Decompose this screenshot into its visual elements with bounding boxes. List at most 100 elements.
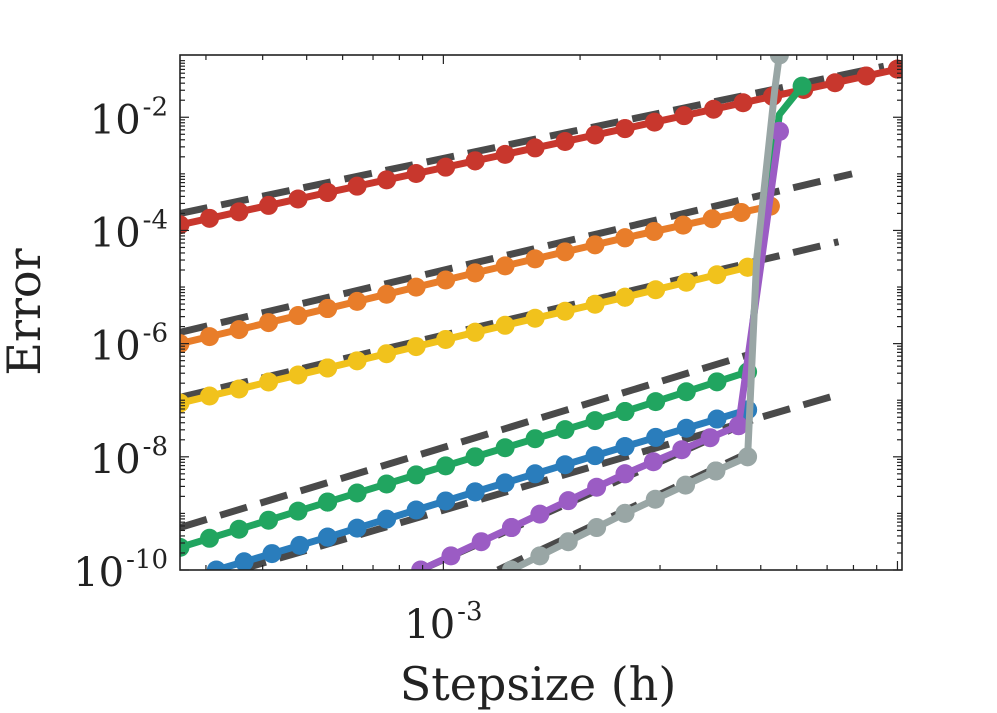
series-line-purple	[419, 130, 783, 570]
data-point-purple	[530, 504, 550, 524]
data-point-red	[825, 73, 845, 93]
data-point-red	[377, 170, 397, 190]
y-axis-label: Error	[0, 248, 51, 375]
data-point-blue	[615, 437, 635, 457]
series-red	[180, 59, 902, 235]
data-point-red	[318, 183, 338, 203]
data-point-purple	[700, 428, 720, 448]
data-point-gray	[615, 503, 635, 523]
data-point-orange	[702, 209, 722, 229]
data-point-yellow	[259, 372, 279, 392]
data-point-gray	[645, 489, 665, 509]
data-point-green	[525, 429, 545, 449]
y-tick-label-base: 10	[90, 324, 141, 370]
x-axis-label: Stepsize (h)	[400, 657, 677, 711]
data-point-blue	[646, 427, 666, 447]
data-point-blue	[377, 509, 397, 529]
y-tick-label-base: 10	[90, 97, 141, 143]
data-point-yellow	[646, 280, 666, 300]
data-point-green	[465, 447, 485, 467]
data-point-orange	[347, 291, 367, 311]
data-point-blue	[465, 482, 485, 502]
data-point-yellow	[406, 337, 426, 357]
data-point-green	[646, 392, 666, 412]
data-point-yellow	[436, 329, 456, 349]
data-point-blue	[436, 491, 456, 511]
data-point-red	[887, 59, 902, 79]
data-point-purple	[411, 560, 431, 570]
x-minor-ticks	[205, 55, 899, 570]
data-point-green	[288, 501, 308, 521]
data-point-orange	[495, 256, 515, 276]
data-point-yellow	[738, 257, 758, 277]
data-point-red	[259, 195, 279, 215]
data-point-purple	[441, 546, 461, 566]
data-point-red	[555, 131, 575, 151]
data-point-green	[555, 420, 575, 440]
y-tick-label-exponent: -10	[126, 545, 168, 575]
data-point-gray	[676, 475, 696, 495]
data-point-green	[377, 474, 397, 494]
y-tick-label: 10-2	[90, 92, 168, 143]
data-point-orange	[585, 235, 605, 255]
data-point-red	[674, 106, 694, 126]
data-point-orange	[436, 270, 456, 290]
data-point-purple	[558, 491, 578, 511]
data-point-yellow	[676, 272, 696, 292]
data-point-green	[615, 402, 635, 422]
reference-slope-green	[180, 351, 749, 531]
data-point-blue	[234, 552, 254, 570]
data-point-orange	[555, 242, 575, 262]
data-point-yellow	[465, 322, 485, 342]
data-point-red	[347, 176, 367, 196]
data-point-purple	[501, 518, 521, 538]
data-point-red	[495, 144, 515, 164]
data-point-green	[495, 438, 515, 458]
data-point-orange	[259, 313, 279, 333]
data-point-red	[525, 138, 545, 158]
data-point-gray	[530, 546, 550, 566]
x-tick-labels: 10-3	[404, 597, 482, 648]
data-point-purple	[615, 464, 635, 484]
data-point-green	[318, 492, 338, 512]
data-point-red	[436, 157, 456, 177]
data-point-red	[704, 99, 724, 119]
data-point-blue	[495, 473, 515, 493]
data-point-green	[792, 76, 812, 96]
y-minor-ticks	[180, 60, 902, 571]
data-point-red	[645, 112, 665, 132]
data-point-gray	[587, 518, 607, 538]
y-tick-label: 10-10	[73, 545, 168, 596]
data-point-blue	[290, 535, 310, 555]
data-point-blue	[406, 500, 426, 520]
data-point-purple	[587, 477, 607, 497]
data-point-red	[585, 125, 605, 145]
data-point-green	[436, 456, 456, 476]
data-point-purple	[471, 532, 491, 552]
data-point-yellow	[229, 379, 249, 399]
y-tick-label-base: 10	[90, 210, 141, 256]
data-point-purple	[769, 121, 789, 141]
data-point-purple	[729, 416, 749, 436]
data-point-orange	[318, 299, 338, 319]
data-point-green	[229, 519, 249, 539]
data-point-yellow	[347, 351, 367, 371]
y-tick-label: 10-8	[90, 432, 168, 483]
data-point-yellow	[318, 358, 338, 378]
data-point-blue	[525, 464, 545, 484]
data-point-blue	[555, 455, 575, 475]
data-point-blue	[347, 518, 367, 538]
data-point-orange	[406, 277, 426, 297]
series-orange	[180, 170, 853, 354]
data-point-orange	[229, 320, 249, 340]
data-point-orange	[465, 263, 485, 283]
y-tick-label: 10-6	[90, 319, 168, 370]
data-point-yellow	[525, 308, 545, 328]
data-point-purple	[672, 440, 692, 460]
data-point-yellow	[615, 287, 635, 307]
series-yellow	[180, 238, 840, 413]
data-point-yellow	[555, 301, 575, 321]
data-point-purple	[643, 452, 663, 472]
y-tick-label: 10-4	[90, 205, 168, 256]
y-tick-label-exponent: -8	[143, 432, 168, 462]
